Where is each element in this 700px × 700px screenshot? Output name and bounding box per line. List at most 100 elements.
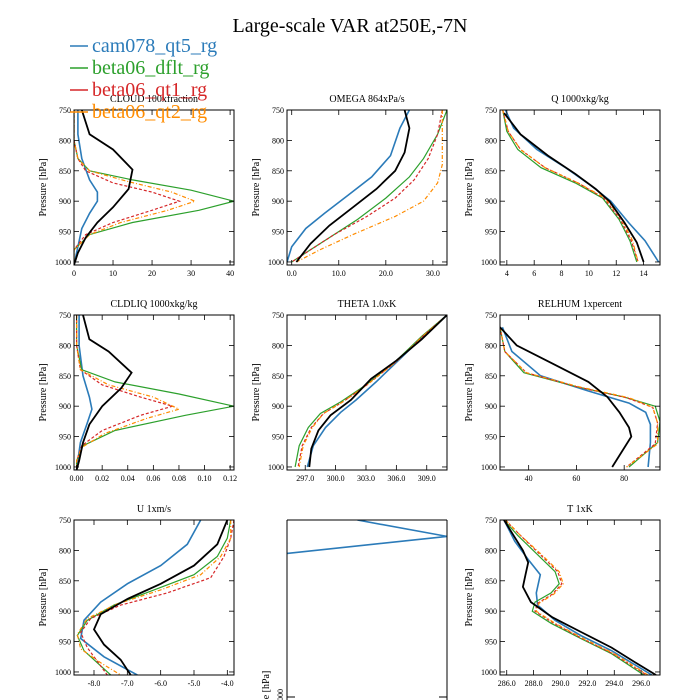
- plot-frame: [499, 109, 661, 266]
- plot-frame: [73, 519, 235, 676]
- series-line-1: [294, 315, 447, 468]
- y-tick-label: 800: [59, 341, 71, 350]
- panel-3: Q 1000xkg/kg 750 800 850 900 950 1000 4 6 8 10 12 14…: [464, 94, 661, 278]
- x-tick-label: -7.0: [121, 679, 134, 688]
- plot-frame: [499, 314, 661, 471]
- series-group: [287, 110, 447, 263]
- series-line-1: [502, 110, 638, 263]
- panel-title: THETA 1.0xK: [338, 299, 397, 310]
- y-tick-label: 1000: [268, 258, 284, 267]
- panel-4: CLDLIQ 1000xkg/kg 750 800 850 900 950 1000 0.00…: [38, 299, 237, 483]
- y-tick-label: 900: [59, 607, 71, 616]
- y-tick-label: 1000: [55, 258, 71, 267]
- series-line-4: [308, 315, 447, 468]
- y-tick-label: 750: [59, 106, 71, 115]
- x-tick-label: 0.00: [70, 474, 84, 483]
- series-line-2: [504, 520, 647, 675]
- y-tick-label: 850: [272, 372, 284, 381]
- plot-frame: [499, 519, 661, 676]
- x-tick-label: 8: [560, 269, 564, 278]
- panel-title: T 1xK: [567, 504, 593, 515]
- y-tick-label: 900: [59, 197, 71, 206]
- x-tick-label: 288.0: [525, 679, 543, 688]
- panel-title: CLOUD 100xfraction: [110, 94, 198, 105]
- x-tick-label: -8.0: [88, 679, 101, 688]
- series-line-0: [79, 520, 202, 675]
- panel-8: e [hPa] 1000: [261, 519, 448, 700]
- y-tick-label: 800: [272, 136, 284, 145]
- series-line-2: [297, 315, 447, 468]
- series-line-4: [74, 110, 134, 265]
- y-tick-label: 950: [272, 228, 284, 237]
- y-axis-label: Pressure [hPa]: [464, 568, 475, 626]
- y-tick-label: 750: [485, 106, 497, 115]
- series-line-2: [75, 315, 175, 470]
- panel-6: RELHUM 1xpercent 750 800 850 900 950 1000 40 60 8…: [464, 299, 661, 483]
- series-line-3: [76, 520, 232, 675]
- y-tick-label: 1000: [481, 258, 497, 267]
- legend-entry: beta06_dflt_rg: [92, 57, 209, 79]
- series-line-3: [75, 315, 181, 470]
- y-axis-label: e [hPa]: [261, 671, 272, 700]
- x-tick-label: 292.0: [578, 679, 596, 688]
- series-line-4: [92, 520, 229, 675]
- x-tick-label: 0: [72, 269, 76, 278]
- y-tick-label: 950: [272, 433, 284, 442]
- x-tick-label: 6: [532, 269, 536, 278]
- x-tick-label: 290.0: [552, 679, 570, 688]
- series-line-0: [74, 110, 99, 265]
- y-tick-label: 750: [485, 516, 497, 525]
- legend-entry: beta06_qt2_rg: [92, 101, 207, 123]
- x-tick-label: 0.0: [287, 269, 297, 278]
- y-axis-label: Pressure [hPa]: [38, 363, 49, 421]
- y-tick-label: 900: [272, 197, 284, 206]
- x-tick-label: 20.0: [379, 269, 393, 278]
- series-line-0: [287, 110, 411, 263]
- x-tick-label: 14: [640, 269, 648, 278]
- series-group: [75, 315, 234, 470]
- series-line-2: [500, 327, 659, 468]
- series-line-4: [503, 520, 657, 675]
- series-group: [503, 520, 657, 675]
- panel-title: RELHUM 1xpercent: [538, 299, 622, 310]
- series-line-4: [75, 315, 133, 470]
- y-tick-label: 800: [485, 341, 497, 350]
- x-tick-label: 10: [585, 269, 593, 278]
- x-tick-label: 40: [525, 474, 533, 483]
- y-tick-label: 950: [59, 228, 71, 237]
- series-line-4: [500, 326, 633, 468]
- series-line-4: [503, 112, 645, 263]
- series-line-2: [502, 110, 639, 263]
- y-tick-label: 900: [485, 607, 497, 616]
- y-tick-label: 900: [485, 402, 497, 411]
- x-tick-label: 0.12: [223, 474, 237, 483]
- series-group: [74, 110, 234, 265]
- x-tick-label: 300.0: [327, 474, 345, 483]
- y-tick-label: 750: [272, 311, 284, 320]
- y-tick-label: 800: [485, 136, 497, 145]
- y-tick-label: 900: [485, 197, 497, 206]
- series-line-3: [502, 110, 639, 263]
- y-tick-label: 850: [59, 577, 71, 586]
- x-tick-label: 40: [226, 269, 234, 278]
- y-axis-label: Pressure [hPa]: [464, 363, 475, 421]
- legend-entry: beta06_qt1_rg: [92, 79, 207, 101]
- y-axis-label: Pressure [hPa]: [251, 363, 262, 421]
- series-line-0: [501, 326, 652, 468]
- series-line-4: [295, 110, 411, 263]
- y-tick-label: 750: [272, 106, 284, 115]
- y-tick-label: 950: [485, 638, 497, 647]
- y-tick-label: 850: [272, 167, 284, 176]
- x-tick-label: 12: [612, 269, 620, 278]
- x-tick-label: 10: [109, 269, 117, 278]
- series-group: [76, 520, 234, 675]
- series-group: [294, 315, 447, 468]
- series-group: [500, 326, 660, 468]
- x-tick-label: 309.0: [418, 474, 436, 483]
- y-tick-label: 950: [485, 433, 497, 442]
- y-tick-label: 1000: [55, 668, 71, 677]
- x-tick-label: 286.0: [498, 679, 516, 688]
